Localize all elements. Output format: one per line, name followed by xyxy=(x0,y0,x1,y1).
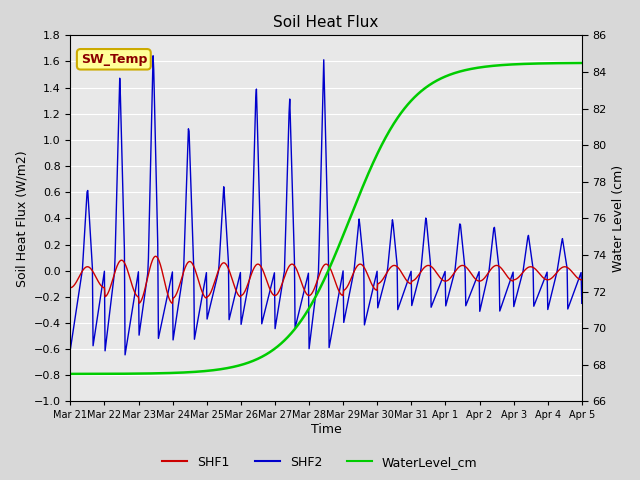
Text: SW_Temp: SW_Temp xyxy=(81,53,147,66)
SHF1 xyxy=(380,275,388,281)
WaterLevel_cm xyxy=(407,98,415,104)
SHF1 xyxy=(152,253,159,259)
SHF2 xyxy=(380,282,388,288)
SHF1 xyxy=(408,278,416,284)
SHF1 xyxy=(578,277,586,283)
Y-axis label: Soil Heat Flux (W/m2): Soil Heat Flux (W/m2) xyxy=(15,150,28,287)
SHF1 xyxy=(267,288,275,293)
SHF2 xyxy=(127,314,135,320)
SHF1 xyxy=(247,272,255,278)
Y-axis label: Water Level (cm): Water Level (cm) xyxy=(612,165,625,272)
Legend: SHF1, SHF2, WaterLevel_cm: SHF1, SHF2, WaterLevel_cm xyxy=(157,451,483,474)
SHF1 xyxy=(67,285,74,290)
SHF1 xyxy=(127,277,134,283)
SHF2 xyxy=(247,268,255,274)
SHF2 xyxy=(408,300,416,306)
X-axis label: Time: Time xyxy=(310,423,342,436)
SHF2 xyxy=(149,53,157,59)
SHF2 xyxy=(267,286,275,292)
Title: Soil Heat Flux: Soil Heat Flux xyxy=(273,15,379,30)
Line: SHF2: SHF2 xyxy=(70,56,582,355)
SHF1 xyxy=(168,300,176,306)
Line: SHF1: SHF1 xyxy=(70,256,582,303)
WaterLevel_cm xyxy=(379,141,387,146)
WaterLevel_cm xyxy=(67,371,74,377)
WaterLevel_cm xyxy=(578,60,586,66)
WaterLevel_cm xyxy=(127,371,134,376)
SHF2 xyxy=(67,346,74,352)
SHF1 xyxy=(222,261,230,267)
WaterLevel_cm xyxy=(221,366,228,372)
Line: WaterLevel_cm: WaterLevel_cm xyxy=(70,63,582,374)
SHF2 xyxy=(121,352,129,358)
WaterLevel_cm xyxy=(265,350,273,356)
SHF2 xyxy=(222,215,230,221)
WaterLevel_cm xyxy=(246,359,253,365)
SHF2 xyxy=(578,300,586,306)
